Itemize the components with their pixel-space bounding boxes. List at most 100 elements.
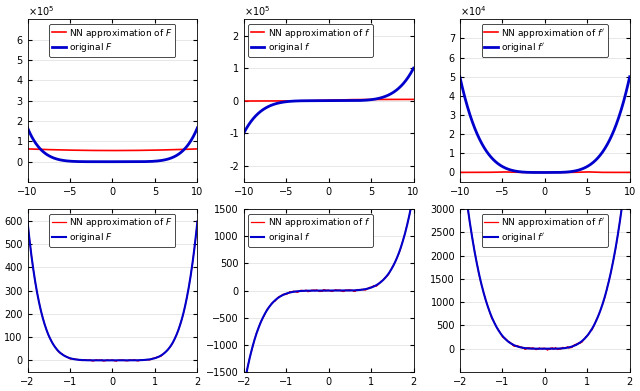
NN approximation of $F$	[24, 219, 31, 223]
original $F$	[34, 295, 42, 300]
Line: NN approximation of $F$: NN approximation of $F$	[28, 149, 197, 151]
NN approximation of $f$	[339, 289, 346, 294]
original $f'$	[467, 223, 474, 228]
Line: original $F$: original $F$	[28, 128, 197, 162]
NN approximation of $f$	[374, 97, 381, 102]
original $F$	[193, 219, 201, 224]
NN approximation of $f'$	[456, 138, 464, 142]
original $F$	[127, 358, 134, 363]
original $f$	[339, 288, 346, 293]
NN approximation of $f$	[240, 99, 248, 103]
original $F$	[189, 136, 196, 140]
original $f'$	[456, 74, 464, 79]
original $F$	[24, 126, 31, 130]
original $f$	[374, 96, 381, 101]
original $f$	[240, 386, 248, 390]
NN approximation of $f'$	[559, 346, 567, 350]
original $F$	[132, 358, 140, 362]
Line: original $f$: original $f$	[244, 68, 413, 133]
NN approximation of $f'$	[555, 347, 563, 352]
NN approximation of $f$	[248, 99, 256, 103]
NN approximation of $f'$	[585, 332, 593, 336]
original $f'$	[541, 346, 548, 351]
original $f$	[343, 288, 351, 293]
original $f$	[410, 191, 417, 196]
original $f'$	[602, 289, 610, 294]
NN approximation of $f$	[240, 385, 248, 390]
Legend: NN approximation of $F$, original $F$: NN approximation of $F$, original $F$	[49, 214, 175, 247]
NN approximation of $F$	[102, 148, 109, 153]
original $f'$	[626, 74, 634, 79]
original $f'$	[626, 138, 634, 143]
NN approximation of $F$	[127, 358, 134, 362]
NN approximation of $f'$	[539, 170, 547, 175]
Legend: NN approximation of $f'$, original $f'$: NN approximation of $f'$, original $f'$	[482, 214, 608, 247]
NN approximation of $f'$	[564, 345, 572, 350]
NN approximation of $f'$	[456, 170, 464, 175]
NN approximation of $f'$	[626, 138, 634, 143]
NN approximation of $f'$	[534, 170, 542, 175]
original $f'$	[590, 160, 598, 164]
original $f'$	[621, 95, 628, 99]
NN approximation of $F$	[24, 147, 31, 151]
original $f'$	[539, 170, 547, 175]
Line: NN approximation of $f$: NN approximation of $f$	[244, 193, 413, 387]
NN approximation of $F$	[193, 147, 201, 151]
NN approximation of $F$	[189, 147, 196, 151]
Legend: NN approximation of $f$, original $f$: NN approximation of $f$, original $f$	[248, 214, 373, 247]
NN approximation of $F$	[132, 358, 140, 363]
original $f$	[404, 74, 412, 79]
original $f'$	[555, 346, 563, 351]
original $F$	[122, 358, 130, 363]
NN approximation of $f$	[386, 269, 394, 274]
original $f$	[410, 66, 417, 70]
NN approximation of $f$	[404, 97, 412, 102]
original $F$	[24, 219, 31, 224]
NN approximation of $f$	[348, 288, 356, 293]
original $f'$	[465, 108, 472, 113]
NN approximation of $f$	[318, 98, 326, 103]
Line: NN approximation of $f'$: NN approximation of $f'$	[460, 140, 630, 350]
original $f$	[250, 339, 258, 343]
Line: NN approximation of $F$: NN approximation of $F$	[28, 221, 197, 361]
original $f$	[318, 99, 326, 103]
NN approximation of $F$	[193, 219, 201, 224]
original $f'$	[456, 138, 464, 143]
original $f$	[323, 99, 330, 103]
NN approximation of $f$	[369, 284, 376, 289]
original $f$	[240, 131, 248, 136]
original $f$	[369, 285, 376, 289]
NN approximation of $f'$	[602, 289, 610, 294]
NN approximation of $F$	[34, 295, 42, 300]
NN approximation of $f$	[323, 98, 330, 102]
NN approximation of $F$	[33, 147, 40, 152]
NN approximation of $f'$	[590, 170, 598, 174]
Legend: NN approximation of $f'$, original $f'$: NN approximation of $f'$, original $f'$	[482, 24, 608, 57]
NN approximation of $f'$	[626, 170, 634, 175]
original $f'$	[621, 95, 628, 99]
original $f'$	[541, 170, 548, 175]
NN approximation of $F$	[189, 147, 196, 151]
NN approximation of $F$	[153, 355, 161, 360]
Text: $\times10^{5}$: $\times10^{5}$	[244, 4, 270, 18]
Text: $\times10^{4}$: $\times10^{4}$	[460, 4, 486, 18]
original $F$	[106, 160, 114, 164]
NN approximation of $F$	[109, 148, 116, 153]
NN approximation of $F$	[157, 148, 165, 152]
NN approximation of $F$	[113, 359, 120, 363]
original $F$	[102, 160, 109, 164]
Line: original $f'$: original $f'$	[460, 77, 630, 172]
original $f'$	[534, 170, 542, 175]
NN approximation of $f$	[410, 191, 417, 196]
Line: original $f$: original $f$	[244, 194, 413, 388]
original $F$	[170, 338, 178, 343]
NN approximation of $f$	[410, 97, 417, 102]
NN approximation of $f$	[343, 288, 351, 293]
original $F$	[33, 142, 40, 146]
original $f$	[404, 74, 412, 79]
original $F$	[157, 158, 165, 163]
NN approximation of $F$	[106, 148, 114, 153]
original $F$	[109, 358, 116, 363]
NN approximation of $f'$	[621, 170, 628, 175]
Legend: NN approximation of $F$, original $F$: NN approximation of $F$, original $F$	[49, 24, 175, 57]
